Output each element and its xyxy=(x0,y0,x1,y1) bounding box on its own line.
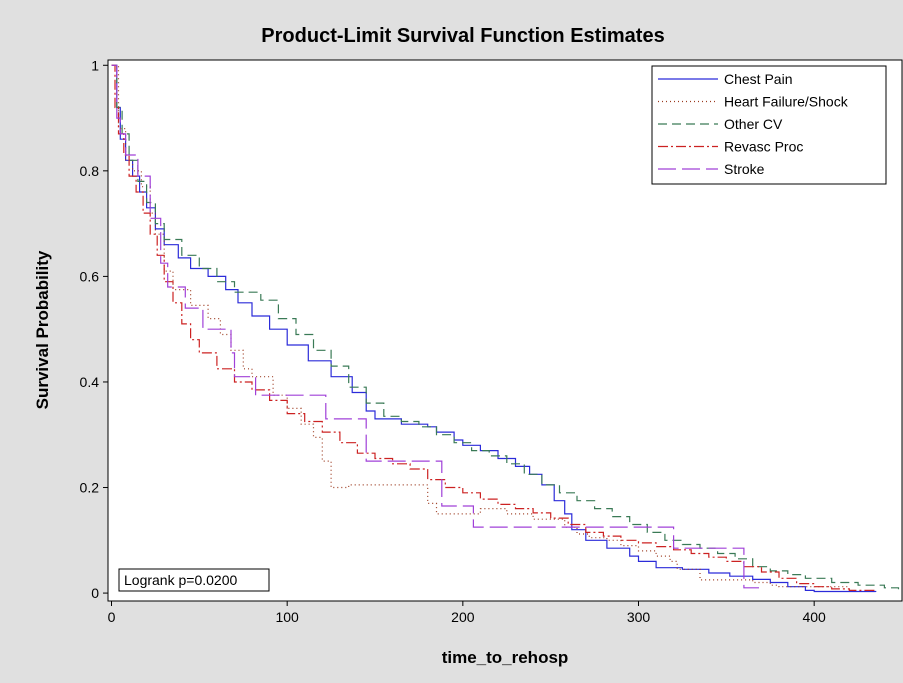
legend-label: Other CV xyxy=(724,116,783,132)
x-tick-label: 0 xyxy=(108,609,116,625)
y-tick-label: 0.4 xyxy=(80,374,100,390)
series-line-4 xyxy=(111,64,762,589)
x-tick-label: 100 xyxy=(275,609,299,625)
series-line-3 xyxy=(111,64,877,592)
x-tick-label: 300 xyxy=(627,609,651,625)
legend-label: Revasc Proc xyxy=(724,139,803,155)
x-axis-label: time_to_rehosp xyxy=(442,648,569,667)
y-tick-label: 0 xyxy=(91,585,99,601)
legend-box xyxy=(651,65,887,185)
legend-label: Stroke xyxy=(724,161,765,177)
y-tick-label: 0.2 xyxy=(80,480,100,496)
chart-title: Product-Limit Survival Function Estimate… xyxy=(261,25,664,47)
x-tick-label: 400 xyxy=(802,609,826,625)
logrank-box xyxy=(118,568,270,592)
axis-ticks: 0 100 200 300 400 0 0.2 0.4 0.6 0.8 1 xyxy=(80,57,827,625)
y-tick-label: 0.8 xyxy=(80,163,100,179)
x-tick-label: 200 xyxy=(451,609,475,625)
y-tick-label: 0.6 xyxy=(80,268,100,284)
legend-label: Chest Pain xyxy=(724,71,792,87)
logrank-annotation: Logrank p=0.0200 xyxy=(118,568,270,592)
logrank-text: Logrank p=0.0200 xyxy=(124,572,237,588)
legend: Chest Pain Heart Failure/Shock Other CV Rev… xyxy=(651,65,887,185)
y-axis-label: Survival Probability xyxy=(33,250,52,409)
y-tick-label: 1 xyxy=(91,57,99,73)
series-line-2 xyxy=(111,64,900,592)
series-line-1 xyxy=(111,64,850,588)
series-layer xyxy=(111,64,900,593)
legend-label: Heart Failure/Shock xyxy=(724,94,849,110)
